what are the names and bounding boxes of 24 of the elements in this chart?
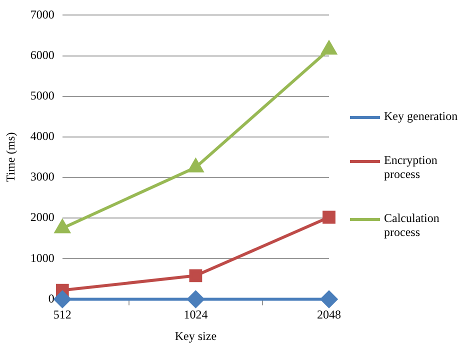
point [321,41,337,55]
y-tick-label: 6000 [30,48,54,62]
y-tick-label: 3000 [30,170,54,184]
y-tick-label: 2000 [30,210,54,224]
legend-label: Calculation process [384,211,440,239]
point [189,269,202,282]
y-axis-title: Time (ms) [3,132,18,182]
x-axis-title: Key size [174,328,217,343]
point [187,290,204,308]
y-tick-label: 0 [48,291,54,306]
point [320,290,338,308]
legend-label: Encryption process [384,153,438,181]
x-tick-label: 2048 [317,308,341,322]
point [54,220,70,234]
x-tick-label: 512 [53,308,72,322]
y-tick-label: 7000 [30,7,54,22]
point [322,210,336,224]
y-tick-label: 4000 [30,129,54,144]
x-tick-label: 1024 [184,308,208,322]
point [54,290,71,308]
legend-label: Key generation [384,109,458,123]
y-tick-label: 1000 [30,250,54,265]
y-tick-label: 5000 [30,88,54,102]
point [188,158,204,172]
